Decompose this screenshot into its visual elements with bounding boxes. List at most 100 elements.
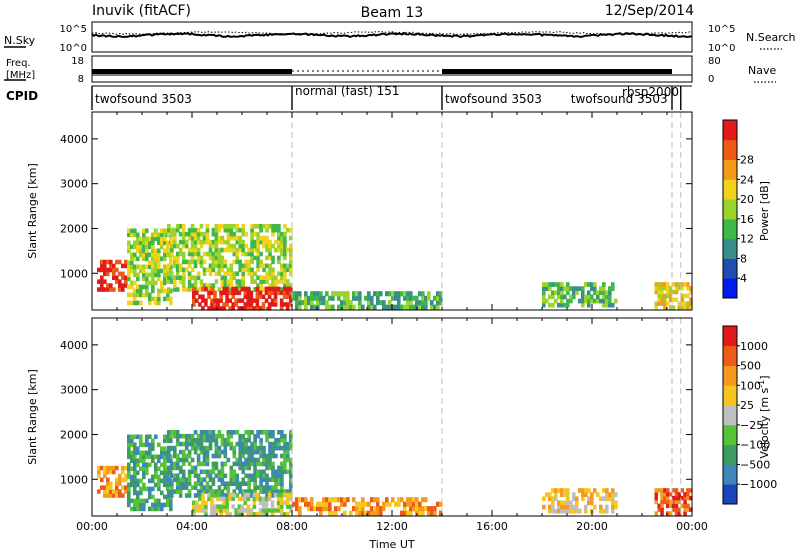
freq-right-bottom-tick: 0	[708, 74, 714, 85]
x-tick-label: 00:00	[76, 520, 108, 533]
velocity-colorbar: 1000 500 100 25 −25 −100 −500 −1000	[722, 325, 777, 505]
power-colorbar-label: Power [dB]	[758, 181, 771, 241]
freq-band-early	[92, 69, 292, 74]
colorbar-swatch	[723, 238, 737, 259]
freq-label-1: Freq.	[6, 58, 31, 69]
colorbar-frame	[722, 119, 738, 299]
cpid-segment-label: twofsound 3503	[445, 92, 542, 106]
noise-right-bottom-tick: 10^0	[708, 43, 735, 54]
colorbar-tick-label: 4	[740, 272, 747, 285]
y-tick-label: 3000	[60, 178, 88, 191]
colorbar-swatch	[723, 120, 737, 141]
colorbar-tick-label: 16	[740, 213, 754, 226]
echo-region	[542, 488, 618, 514]
echo-region	[542, 282, 618, 308]
echo-region	[97, 465, 128, 498]
velocity-ylabel: Slant Range [km]	[26, 369, 39, 465]
cpid-segment-label: twofsound 3503	[95, 92, 192, 106]
colorbar-swatch	[723, 326, 737, 347]
noise-panel: N.Sky 10^5 10^0 10^5 10^0 N.Search	[4, 21, 796, 54]
x-tick-label: 12:00	[376, 520, 408, 533]
echo-region	[654, 488, 693, 516]
colorbar-tick-label: 500	[740, 360, 761, 373]
freq-band-late	[442, 69, 672, 74]
colorbar-frame	[722, 325, 738, 505]
freq-panel: Freq. [MHz] 18 8 80 0 Nave	[4, 55, 776, 85]
colorbar-swatch	[723, 365, 737, 386]
colorbar-tick-label: 1000	[740, 340, 768, 353]
power-ylabel: Slant Range [km]	[26, 163, 39, 259]
colorbar-swatch	[723, 179, 737, 200]
x-tick-label: 00:00	[676, 520, 708, 533]
colorbar-swatch	[723, 258, 737, 279]
freq-right-top-tick: 80	[708, 56, 721, 67]
freq-left-top-tick: 18	[71, 56, 84, 67]
velocity-data	[97, 430, 693, 517]
echo-region	[192, 492, 293, 517]
y-tick-label: 2000	[60, 222, 88, 235]
cpid-segment-label: twofsound 3503	[571, 92, 668, 106]
power-panel: 1000 2000 3000 4000 Slant Range [km] 4 8 12 16…	[26, 111, 771, 311]
cpid-segment-label: rbsp2000	[622, 85, 679, 99]
noise-left-top-tick: 10^5	[60, 24, 87, 35]
echo-region	[654, 282, 693, 310]
cpid-segment-label: normal (fast) 151	[295, 84, 399, 98]
power-x-ticks	[91, 112, 693, 310]
colorbar-tick-label: −500	[740, 458, 770, 471]
colorbar-swatch	[723, 159, 737, 180]
colorbar-swatch	[723, 139, 737, 160]
colorbar-swatch	[723, 278, 737, 299]
colorbar-tick-label: 24	[740, 173, 754, 186]
x-tick-label: 04:00	[176, 520, 208, 533]
cpid-label: CPID	[6, 89, 38, 103]
colorbar-tick-label: 8	[740, 252, 747, 265]
cpid-segments: twofsound 3503 normal (fast) 151 twofsound…	[91, 84, 682, 110]
colorbar-tick-label: −100	[740, 439, 770, 452]
colorbar-swatch	[723, 424, 737, 446]
velocity-mode-lines	[291, 318, 682, 516]
power-mode-lines	[291, 112, 682, 310]
colorbar-tick-label: 25	[740, 399, 754, 412]
colorbar-tick-label: 12	[740, 233, 754, 246]
x-tick-label: 20:00	[576, 520, 608, 533]
colorbar-swatch	[723, 218, 737, 240]
echo-region	[292, 497, 443, 516]
power-colorbar: 4 8 12 16 20 24 28	[722, 119, 754, 299]
velocity-panel: 1000 2000 3000 4000 00:00 04:00 08:00 12:00 16:…	[26, 317, 777, 551]
y-tick-label: 4000	[60, 133, 88, 146]
velocity-colorbar-label: Velocity [m s-1]	[757, 375, 771, 458]
colorbar-swatch	[723, 484, 737, 505]
velocity-colorbar-label-sup: -1	[757, 380, 766, 388]
colorbar-swatch	[723, 345, 737, 366]
velocity-x-ticks: 00:00 04:00 08:00 12:00 16:00 20:00 00:00	[76, 318, 708, 533]
freq-left-bottom-tick: 8	[78, 74, 84, 85]
velocity-colorbar-label-main: Velocity [m s	[758, 387, 771, 458]
time-axis-label: Time UT	[368, 538, 414, 551]
y-tick-label: 1000	[60, 267, 88, 280]
x-tick-label: 16:00	[476, 520, 508, 533]
nave-label: Nave	[748, 64, 776, 77]
power-y-ticks: 1000 2000 3000 4000	[60, 133, 692, 280]
echo-region	[192, 286, 293, 311]
colorbar-swatch	[723, 444, 737, 465]
power-data	[97, 224, 693, 311]
colorbar-swatch	[723, 199, 737, 220]
noise-search-label: N.Search	[746, 31, 796, 44]
velocity-colorbar-label-end: ]	[758, 375, 771, 379]
noise-search-trace	[91, 30, 693, 36]
colorbar-tick-label: −25	[740, 419, 763, 432]
echo-region	[97, 259, 128, 292]
x-tick-label: 08:00	[276, 520, 308, 533]
colorbar-tick-label: 100	[740, 379, 761, 392]
velocity-y-ticks: 1000 2000 3000 4000	[60, 339, 692, 486]
date-title: 12/Sep/2014	[605, 3, 694, 19]
echo-region	[127, 228, 173, 306]
noise-sky-trace	[91, 31, 692, 38]
noise-right-top-tick: 10^5	[708, 24, 735, 35]
station-title: Inuvik (fitACF)	[92, 3, 191, 19]
freq-label-2: [MHz]	[6, 70, 35, 81]
echo-region	[167, 430, 293, 498]
colorbar-tick-label: −1000	[740, 478, 777, 491]
colorbar-tick-label: 28	[740, 154, 754, 167]
